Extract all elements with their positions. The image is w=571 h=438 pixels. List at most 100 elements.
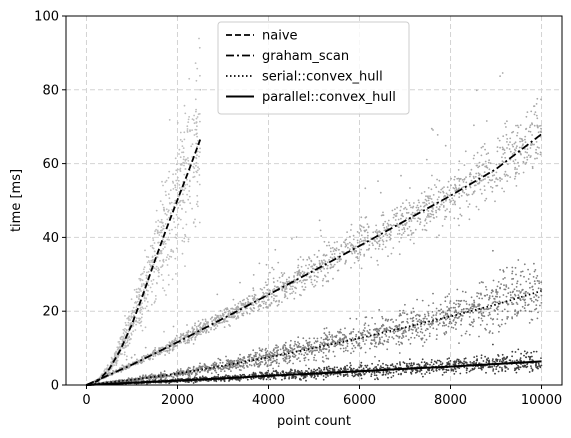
scatter-point — [231, 366, 234, 369]
scatter-point — [393, 332, 395, 334]
scatter-point — [501, 146, 504, 149]
scatter-point — [402, 232, 405, 235]
scatter-point — [124, 321, 127, 324]
scatter-point — [400, 214, 403, 217]
scatter-point — [139, 278, 142, 280]
scatter-point — [330, 264, 333, 266]
scatter-point — [412, 232, 415, 234]
scatter-point — [440, 203, 442, 206]
scatter-point — [427, 213, 429, 215]
scatter-point — [184, 265, 186, 267]
scatter-point — [151, 244, 154, 247]
scatter-point — [138, 298, 141, 300]
scatter-point — [419, 321, 421, 323]
scatter-point — [432, 327, 435, 330]
scatter-point — [398, 323, 401, 326]
scatter-point — [141, 279, 144, 282]
scatter-point — [476, 151, 479, 154]
scatter-point — [491, 174, 494, 177]
scatter-point — [375, 328, 378, 330]
scatter-point — [403, 312, 406, 314]
scatter-point — [368, 244, 371, 247]
scatter-point — [455, 311, 458, 314]
scatter-point — [134, 329, 137, 331]
scatter-point — [127, 317, 130, 320]
scatter-point — [244, 362, 247, 365]
scatter-point — [260, 349, 263, 352]
scatter-point — [427, 210, 430, 212]
scatter-point — [237, 302, 240, 305]
scatter-point — [142, 359, 145, 361]
scatter-point — [382, 243, 385, 246]
scatter-point — [468, 309, 470, 312]
scatter-point — [529, 282, 531, 285]
scatter-point — [350, 266, 352, 269]
scatter-point — [140, 361, 143, 364]
scatter-point — [359, 224, 362, 227]
scatter-point — [519, 124, 522, 126]
scatter-point — [242, 364, 245, 367]
scatter-point — [294, 354, 297, 357]
scatter-point — [292, 348, 295, 351]
scatter-point — [172, 217, 175, 220]
scatter-point — [359, 228, 362, 231]
scatter-point — [351, 252, 354, 255]
scatter-point — [234, 315, 236, 318]
scatter-point — [207, 331, 210, 334]
scatter-point — [527, 130, 530, 133]
scatter-point — [365, 339, 368, 341]
scatter-point — [270, 296, 273, 298]
scatter-point — [184, 168, 187, 171]
scatter-point — [198, 333, 200, 336]
scatter-point — [106, 372, 108, 375]
scatter-point — [408, 362, 411, 365]
scatter-point — [191, 207, 194, 210]
scatter-point — [525, 128, 527, 131]
scatter-point — [470, 168, 473, 171]
scatter-point — [166, 264, 169, 266]
scatter-point — [418, 335, 420, 338]
scatter-point — [445, 324, 448, 326]
scatter-point — [482, 178, 485, 181]
scatter-point — [294, 292, 297, 294]
scatter-point — [282, 349, 285, 352]
scatter-point — [241, 299, 244, 302]
scatter-point — [196, 200, 199, 203]
scatter-point — [367, 248, 370, 251]
scatter-point — [401, 342, 403, 345]
scatter-point — [452, 327, 455, 329]
scatter-point — [168, 239, 170, 241]
scatter-point — [308, 342, 311, 344]
scatter-point — [328, 259, 330, 261]
scatter-point — [193, 167, 196, 170]
scatter-point — [197, 166, 199, 169]
scatter-point — [364, 351, 367, 354]
scatter-point — [138, 295, 141, 298]
scatter-point — [140, 290, 142, 292]
scatter-point — [310, 353, 313, 355]
scatter-point — [264, 362, 267, 365]
scatter-point — [136, 358, 138, 361]
scatter-point — [357, 259, 360, 262]
scatter-point — [481, 319, 484, 322]
scatter-point — [457, 358, 460, 361]
scatter-point — [220, 370, 222, 372]
scatter-point — [184, 233, 186, 236]
scatter-point — [532, 301, 535, 303]
scatter-point — [315, 340, 318, 343]
scatter-point — [177, 179, 180, 182]
scatter-point — [142, 289, 145, 291]
scatter-point — [540, 294, 543, 297]
scatter-point — [492, 301, 495, 304]
scatter-point — [535, 294, 538, 297]
scatter-point — [335, 334, 338, 337]
scatter-point — [183, 155, 185, 158]
scatter-point — [367, 234, 369, 237]
scatter-point — [396, 206, 398, 209]
scatter-point — [376, 259, 379, 262]
scatter-point — [447, 361, 450, 363]
scatter-point — [305, 264, 307, 267]
scatter-point — [460, 334, 463, 337]
scatter-point — [143, 300, 146, 302]
scatter-point — [246, 362, 249, 364]
